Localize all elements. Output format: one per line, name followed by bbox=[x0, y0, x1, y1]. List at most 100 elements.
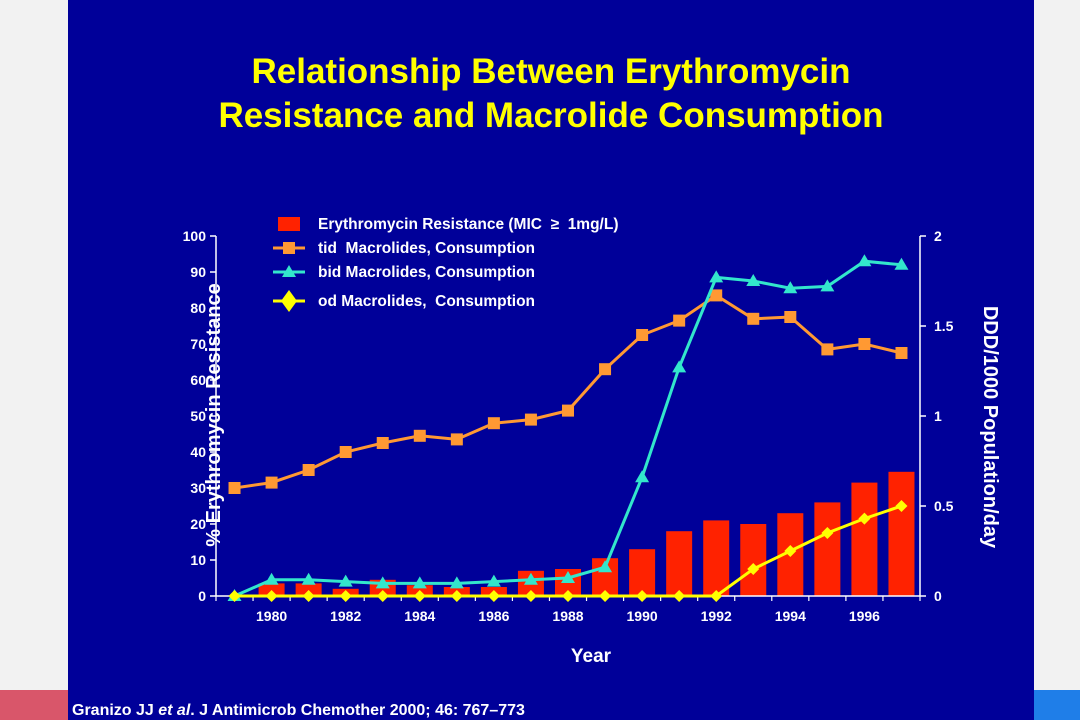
tid-point-1985 bbox=[450, 433, 463, 446]
right-tick-label: 0 bbox=[934, 588, 942, 604]
tid-line bbox=[234, 293, 902, 490]
bid-point-1980 bbox=[264, 572, 279, 585]
x-tick-label: 1982 bbox=[330, 608, 361, 624]
od-point-1993 bbox=[747, 563, 760, 575]
tid-point-1996 bbox=[858, 338, 871, 350]
bid-point-1982 bbox=[338, 574, 353, 587]
x-tick-label: 1988 bbox=[552, 608, 583, 624]
od-point-1986 bbox=[487, 590, 500, 602]
x-tick-label: 1980 bbox=[256, 608, 287, 624]
od-point-1991 bbox=[673, 590, 686, 602]
legend-marker-od bbox=[281, 290, 297, 312]
resistance-bar-1980 bbox=[258, 583, 285, 596]
tid-point-1995 bbox=[821, 343, 834, 356]
resistance-bar-1995 bbox=[814, 502, 841, 596]
bid-point-1996 bbox=[857, 254, 872, 267]
bid-point-1990 bbox=[635, 470, 650, 483]
od-point-1982 bbox=[339, 590, 352, 602]
x-tick-label: 1996 bbox=[849, 608, 880, 624]
right-tick-label: 2 bbox=[934, 228, 942, 244]
bid-point-1988 bbox=[561, 571, 575, 583]
bid-point-1995 bbox=[820, 279, 835, 292]
y-axis-label-right: DDD/1000 Population/day bbox=[979, 306, 1001, 549]
bid-point-1993 bbox=[746, 274, 761, 286]
bid-point-1997 bbox=[894, 257, 909, 270]
bottom-left-accent-bar bbox=[0, 690, 68, 720]
tid-point-1992 bbox=[710, 289, 723, 302]
od-point-1995 bbox=[821, 527, 834, 539]
chart: 0 10 20 30 40 50 60 70 80 90 100 0 0.5 1 1.5 2 1980 1982 1… bbox=[183, 216, 1001, 667]
legend-marker-tid bbox=[283, 242, 295, 254]
left-tick-label: 30 bbox=[190, 480, 206, 496]
slide-background: Relationship Between Erythromycin Resist… bbox=[68, 0, 1034, 720]
bid-point-1986 bbox=[486, 574, 501, 587]
od-point-1979 bbox=[228, 590, 241, 602]
bid-point-1984 bbox=[412, 576, 427, 589]
bid-point-1987 bbox=[523, 572, 538, 585]
od-point-1994 bbox=[784, 545, 797, 557]
title-line-1: Relationship Between Erythromycin bbox=[251, 52, 851, 91]
y-axis-label-left: % Erythromycin Resistance bbox=[203, 283, 225, 546]
left-tick-label: 20 bbox=[190, 516, 206, 532]
bottom-right-accent-bar bbox=[1034, 690, 1080, 720]
legend-label-bid: bid Macrolides, Consumption bbox=[318, 264, 535, 281]
axes-group: 0 10 20 30 40 50 60 70 80 90 100 0 0.5 1 1.5 2 1980 1982 1… bbox=[183, 228, 954, 624]
od-point-1985 bbox=[450, 590, 463, 602]
tid-point-1991 bbox=[673, 314, 686, 327]
tid-point-1983 bbox=[376, 437, 389, 449]
tid-point-1986 bbox=[487, 417, 500, 430]
od-point-1992 bbox=[710, 590, 723, 602]
right-tick-label: 1.5 bbox=[934, 318, 954, 334]
resistance-bar-1992 bbox=[703, 520, 730, 596]
tid-point-1997 bbox=[895, 347, 908, 359]
legend-marker-bid bbox=[282, 265, 296, 277]
tid-point-1981 bbox=[302, 464, 315, 476]
bid-point-1991 bbox=[672, 360, 687, 373]
od-point-1984 bbox=[413, 590, 426, 602]
resistance-bar-1997 bbox=[888, 471, 915, 596]
left-tick-label: 50 bbox=[190, 408, 206, 424]
citation-etal: et al bbox=[158, 702, 191, 719]
resistance-bar-1990 bbox=[629, 549, 656, 596]
slide-title: Relationship Between Erythromycin Resist… bbox=[68, 50, 1034, 138]
legend-label-resistance: Erythromycin Resistance (MIC ≥ 1mg/L) bbox=[318, 216, 619, 233]
x-axis-label: Year bbox=[571, 646, 612, 667]
legend-swatch-resistance bbox=[278, 217, 300, 231]
left-tick-label: 0 bbox=[198, 588, 206, 604]
bid-point-1989 bbox=[598, 560, 613, 573]
bid-point-1985 bbox=[449, 576, 464, 589]
od-point-1981 bbox=[302, 590, 315, 602]
resistance-bar-1981 bbox=[295, 583, 322, 596]
bars-group bbox=[258, 471, 915, 596]
od-point-1989 bbox=[599, 590, 612, 602]
tid-point-1989 bbox=[599, 363, 612, 376]
citation-source: . J Antimicrob Chemother 2000; 46: 767–7… bbox=[190, 702, 525, 719]
bid-point-1992 bbox=[709, 270, 724, 283]
tid-point-1984 bbox=[413, 429, 426, 442]
legend-label-od: od Macrolides, Consumption bbox=[318, 293, 535, 310]
tid-point-1982 bbox=[339, 446, 352, 458]
x-tick-label: 1992 bbox=[701, 608, 732, 624]
tid-point-1988 bbox=[562, 404, 574, 417]
left-tick-label: 100 bbox=[183, 228, 207, 244]
resistance-bar-1991 bbox=[666, 531, 693, 596]
left-tick-label: 70 bbox=[190, 336, 206, 352]
od-point-1996 bbox=[858, 512, 871, 525]
od-point-1997 bbox=[895, 500, 908, 512]
title-line-2: Resistance and Macrolide Consumption bbox=[218, 96, 884, 135]
legend: Erythromycin Resistance (MIC ≥ 1mg/L) tid… bbox=[273, 216, 619, 312]
citation: Granizo JJ et al. J Antimicrob Chemother… bbox=[72, 702, 525, 720]
left-tick-label: 80 bbox=[190, 300, 206, 316]
od-point-1983 bbox=[376, 590, 389, 602]
bid-point-1983 bbox=[375, 576, 390, 589]
right-tick-label: 0.5 bbox=[934, 498, 954, 514]
resistance-bar-1993 bbox=[740, 524, 767, 596]
right-tick-label: 1 bbox=[934, 408, 942, 424]
left-tick-label: 10 bbox=[190, 552, 206, 568]
x-tick-label: 1994 bbox=[775, 608, 806, 624]
bid-point-1994 bbox=[783, 281, 798, 294]
x-tick-label: 1984 bbox=[404, 608, 435, 624]
od-point-1988 bbox=[562, 590, 574, 602]
lines-group bbox=[227, 254, 909, 602]
left-tick-label: 40 bbox=[190, 444, 206, 460]
